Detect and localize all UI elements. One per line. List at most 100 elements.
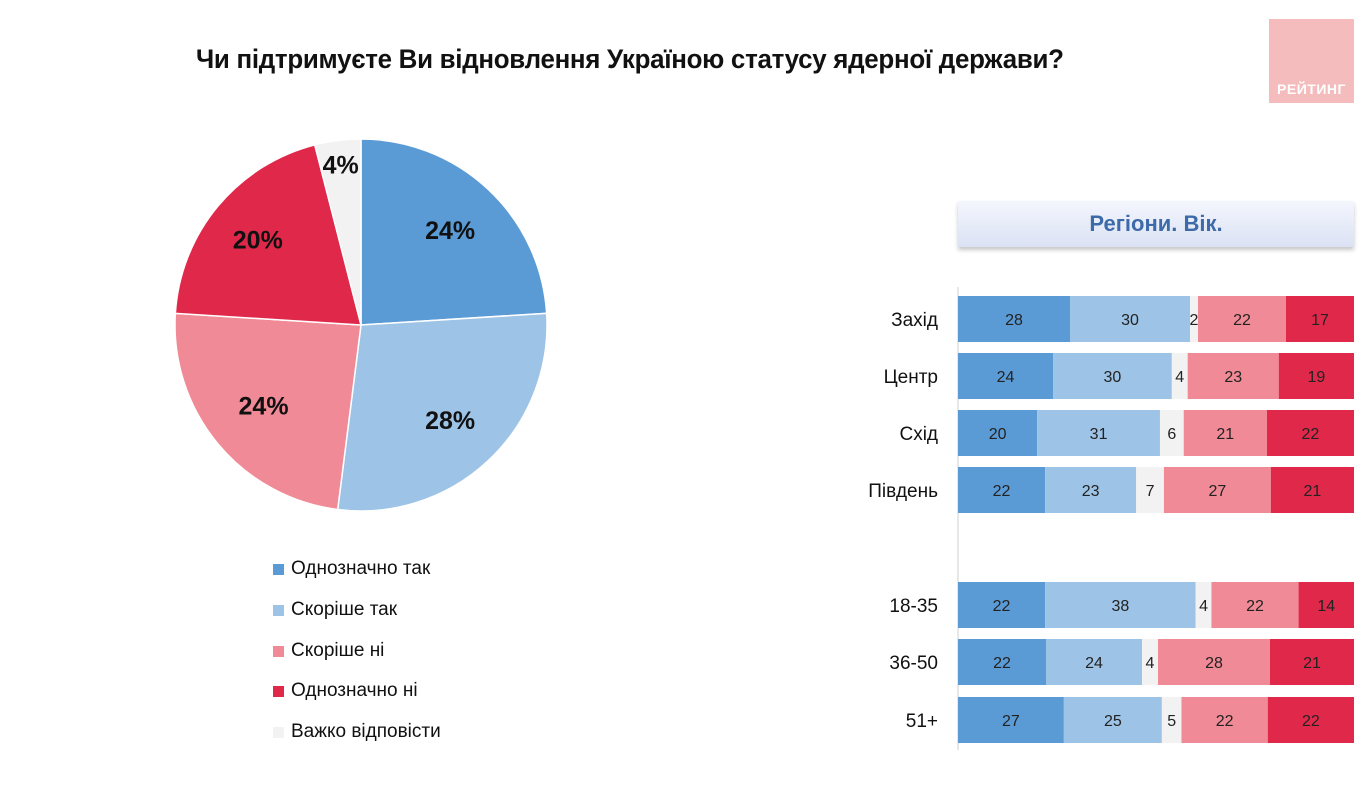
- bar-segment-label: 30: [1104, 369, 1122, 386]
- legend-swatch: [273, 686, 284, 698]
- bar-segment: [1045, 582, 1196, 628]
- legend-swatch: [273, 564, 284, 575]
- bar-segment-label: 27: [1002, 713, 1020, 730]
- bar-segment-label: 2: [1190, 312, 1199, 329]
- pie-legend: Однозначно так Скоріше так Скоріше ні Одноз…: [273, 558, 441, 762]
- bar-segment: [958, 296, 1070, 342]
- bar-segment: [1195, 582, 1212, 628]
- legend-item: Скоріше так: [273, 599, 441, 640]
- bar-segment-label: 24: [997, 369, 1015, 386]
- pie-slice: [360, 138, 548, 326]
- bar-segment-label: 22: [1246, 598, 1264, 615]
- logo-text: РЕЙТИНГ: [1277, 81, 1346, 97]
- bar-segment: [1159, 410, 1184, 456]
- bar-segment-label: 22: [993, 598, 1011, 615]
- bar-segment: [1183, 410, 1267, 456]
- legend-label: Важко відповісти: [291, 721, 441, 743]
- bar-segment: [1045, 467, 1137, 513]
- legend-item: Однозначно так: [273, 558, 441, 599]
- bar-segment-label: 5: [1167, 713, 1176, 730]
- bar-segment-label: 19: [1307, 369, 1325, 386]
- bar-segment: [1198, 296, 1286, 342]
- bar-segment-label: 28: [1005, 312, 1023, 329]
- legend-swatch: [273, 604, 284, 616]
- bar-segment: [958, 582, 1046, 628]
- bar-segment-label: 30: [1121, 312, 1139, 329]
- legend-label: Скоріше так: [291, 598, 398, 620]
- legend-item: Однозначно ні: [273, 680, 441, 721]
- legend-item: Скоріше ні: [273, 640, 441, 681]
- bar-segment: [1161, 697, 1182, 743]
- bar-segment: [958, 639, 1046, 685]
- bar-row-label: Південь: [868, 481, 938, 502]
- bar-segment: [1267, 697, 1354, 743]
- bar-segment-label: 22: [1302, 426, 1320, 443]
- bar-row-label: Центр: [884, 367, 938, 388]
- bar-row-label: 51+: [906, 711, 938, 732]
- bar-segment-label: 23: [1082, 483, 1100, 500]
- pie-slice-label: 4%: [323, 151, 359, 179]
- bar-segment-label: 14: [1317, 598, 1335, 615]
- bar-segment: [1046, 639, 1142, 685]
- bar-segment-label: 22: [993, 483, 1011, 500]
- bar-segment-label: 38: [1111, 598, 1129, 615]
- chart-title: Чи підтримуєте Ви відновлення Україною с…: [196, 44, 1064, 74]
- bar-segment-label: 17: [1311, 312, 1329, 329]
- bar-segment: [1053, 353, 1172, 399]
- pie-slice-label: 24%: [239, 393, 289, 421]
- bar-segment: [958, 353, 1054, 399]
- bar-segment-label: 22: [1233, 312, 1251, 329]
- bar-segment: [1037, 410, 1160, 456]
- pie-slice: [313, 138, 362, 326]
- bar-segment-label: 28: [1205, 655, 1223, 672]
- rating-logo: РЕЙТИНГ: [1269, 19, 1354, 103]
- bar-segment-label: 4: [1146, 655, 1155, 672]
- legend-swatch: [273, 645, 284, 657]
- pie-slice: [336, 312, 548, 512]
- bar-segment-label: 21: [1303, 655, 1321, 672]
- bar-segment-label: 22: [1216, 713, 1234, 730]
- bar-segment: [958, 697, 1064, 743]
- bar-segment-label: 22: [993, 655, 1011, 672]
- bar-segment: [1286, 296, 1354, 342]
- legend-label: Скоріше ні: [291, 639, 385, 661]
- bar-segment: [1136, 467, 1164, 513]
- bar-segment-label: 31: [1090, 426, 1108, 443]
- bar-row-label: Захід: [891, 310, 938, 331]
- bar-row-label: 36-50: [889, 653, 938, 674]
- legend-label: Однозначно ні: [291, 680, 418, 702]
- bar-segment: [1163, 467, 1271, 513]
- bar-segment: [1171, 353, 1188, 399]
- bar-segment: [1270, 639, 1354, 685]
- pie-slice: [174, 312, 362, 511]
- bar-row-label: Схід: [899, 424, 938, 445]
- bar-segment-label: 25: [1104, 713, 1122, 730]
- bar-segment-label: 22: [1302, 713, 1320, 730]
- bar-segment: [1298, 582, 1354, 628]
- bar-segment-label: 24: [1085, 655, 1103, 672]
- bar-row-label: 18-35: [889, 596, 938, 617]
- bar-segment-label: 4: [1199, 598, 1208, 615]
- bar-chart-title: Регіони. Вік.: [958, 201, 1354, 247]
- bar-segment: [1278, 353, 1354, 399]
- bar-segment: [1181, 697, 1268, 743]
- bar-segment-label: 4: [1175, 369, 1184, 386]
- pie-slice-label: 28%: [425, 407, 475, 435]
- bar-segment-label: 20: [989, 426, 1007, 443]
- bar-segment-label: 6: [1167, 426, 1176, 443]
- bar-segment: [1270, 467, 1354, 513]
- bar-segment: [958, 467, 1046, 513]
- bar-segment: [958, 410, 1038, 456]
- bar-segment: [1142, 639, 1158, 685]
- bar-segment: [1158, 639, 1270, 685]
- bar-segment-label: 23: [1224, 369, 1242, 386]
- bar-segment: [1063, 697, 1162, 743]
- bar-segment: [1070, 296, 1190, 342]
- bar-segment-label: 21: [1216, 426, 1234, 443]
- bar-segment: [1266, 410, 1354, 456]
- legend-item: Важко відповісти: [273, 721, 441, 762]
- bar-segment-label: 21: [1304, 483, 1322, 500]
- bar-segment: [1187, 353, 1279, 399]
- bar-segment: [1211, 582, 1299, 628]
